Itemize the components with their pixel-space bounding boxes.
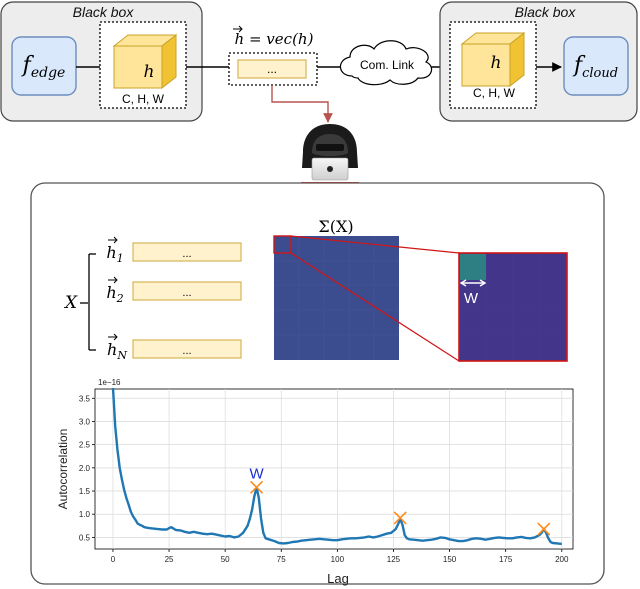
right-cube-dims: C, H, W	[473, 86, 516, 100]
h1-label: h1	[106, 243, 123, 265]
y-tick-label-0: 0.5	[79, 533, 91, 542]
left-black-box-title: Black box	[73, 4, 135, 20]
h1-ellipsis: ...	[182, 248, 191, 260]
right-cube	[460, 31, 526, 88]
x-tick-label-5: 125	[387, 555, 401, 564]
zoom-patch	[460, 254, 486, 280]
hn-label: hN	[107, 340, 127, 362]
zoom-w-label: W	[464, 290, 479, 307]
vector-bar	[237, 59, 307, 79]
h2-label: h2	[106, 283, 123, 305]
flattened-vector: h = vec(h) ...	[228, 25, 318, 86]
vec-arrow-accent	[233, 25, 243, 33]
heatmap-zoom-region	[273, 235, 292, 254]
x-axis-label: Lag	[327, 571, 349, 586]
y-tick-label-3: 2.0	[79, 464, 91, 473]
y-tick-label-4: 2.5	[79, 441, 91, 450]
right-black-box: Black box h C, H, W fcloud	[439, 1, 638, 122]
zoom-border	[458, 252, 568, 362]
peak-marker-0	[250, 480, 264, 494]
autocorrelation-chart: 0 25 50 75 100 125 150 175 200 0.5 1.0 1.5 2.0 2.5 3.…	[56, 378, 574, 586]
zoom-line-top	[290, 235, 460, 254]
right-black-box-title: Black box	[515, 4, 577, 20]
x-ticks: 0 25 50 75 100 125 150 175 200	[111, 549, 569, 564]
peak-markers	[250, 480, 551, 536]
y-tick-label-6: 3.5	[79, 394, 91, 403]
f-cloud-block	[563, 36, 629, 96]
cloud-label: Com. Link	[360, 58, 415, 72]
chart-annotations: W	[249, 465, 264, 482]
y-tick-label-5: 3.0	[79, 417, 91, 426]
chart-grid	[95, 389, 573, 549]
h2-ellipsis: ...	[182, 287, 191, 299]
left-cube-dims: C, H, W	[122, 92, 165, 106]
peak-marker-1	[393, 511, 407, 525]
x-tick-label-0: 0	[111, 555, 116, 564]
x-tick-label-3: 75	[277, 555, 286, 564]
heatmap-body	[274, 236, 399, 360]
zoomed-heatmap: W	[458, 252, 568, 362]
y-ticks: 0.5 1.0 1.5 2.0 2.5 3.0 3.5	[79, 394, 95, 542]
covariance-heatmap: Σ(X)	[273, 217, 399, 360]
plot-area	[94, 388, 574, 550]
peak-marker-2	[537, 522, 551, 536]
left-cube-label: h	[144, 62, 155, 82]
hn-vector	[132, 339, 242, 359]
h1-vector	[132, 242, 242, 262]
vec-equation: h = vec(h)	[235, 30, 314, 48]
scale-label: 1e−16	[98, 378, 121, 387]
y-tick-label-1: 1.0	[79, 510, 91, 519]
left-cube	[112, 33, 178, 90]
h2-vector	[132, 281, 242, 301]
hn-ellipsis: ...	[182, 345, 191, 357]
vector-ellipsis: ...	[267, 62, 277, 76]
left-black-box: Black box fedge h C, H, W	[0, 1, 203, 122]
autocorrelation-line	[111, 388, 562, 546]
x-tick-label-6: 150	[443, 555, 457, 564]
sigma-title: Σ(X)	[318, 217, 353, 236]
f-edge-block	[11, 36, 77, 96]
y-tick-label-2: 1.5	[79, 487, 91, 496]
com-link-cloud: Com. Link	[339, 40, 433, 86]
annotation-0: W	[249, 465, 264, 482]
hacker-icon	[300, 124, 360, 187]
x-label: X	[63, 293, 78, 313]
interception-arrow	[271, 85, 333, 123]
y-axis-label: Autocorrelation	[56, 429, 70, 510]
zoom-line-bottom	[290, 252, 460, 362]
x-tick-label-4: 100	[331, 555, 345, 564]
x-tick-label-7: 175	[499, 555, 513, 564]
right-cube-label: h	[491, 53, 502, 73]
x-tick-label-1: 25	[165, 555, 174, 564]
x-tick-label-8: 200	[555, 555, 569, 564]
x-tick-label-2: 50	[221, 555, 230, 564]
x-matrix-group: X h1 ... h2 ... hN ...	[63, 236, 242, 362]
